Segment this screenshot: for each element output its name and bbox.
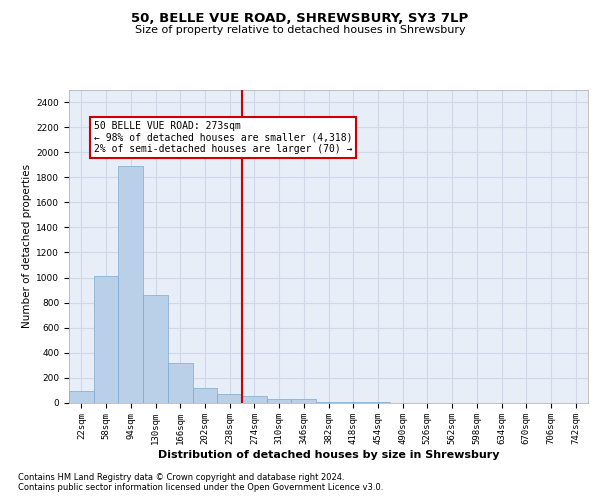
Bar [69,391,94,402]
Y-axis label: Number of detached properties: Number of detached properties [22,164,32,328]
Bar [242,396,267,402]
Text: Contains HM Land Registry data © Crown copyright and database right 2024.: Contains HM Land Registry data © Crown c… [18,472,344,482]
Bar [217,394,242,402]
Bar [292,400,316,402]
X-axis label: Distribution of detached houses by size in Shrewsbury: Distribution of detached houses by size … [158,450,499,460]
Bar [94,276,118,402]
Bar [118,166,143,402]
Text: Contains public sector information licensed under the Open Government Licence v3: Contains public sector information licen… [18,484,383,492]
Bar [143,295,168,403]
Text: 50, BELLE VUE ROAD, SHREWSBURY, SY3 7LP: 50, BELLE VUE ROAD, SHREWSBURY, SY3 7LP [131,12,469,26]
Bar [193,388,217,402]
Bar [267,399,292,402]
Text: 50 BELLE VUE ROAD: 273sqm
← 98% of detached houses are smaller (4,318)
2% of sem: 50 BELLE VUE ROAD: 273sqm ← 98% of detac… [94,121,352,154]
Bar [168,363,193,403]
Text: Size of property relative to detached houses in Shrewsbury: Size of property relative to detached ho… [134,25,466,35]
